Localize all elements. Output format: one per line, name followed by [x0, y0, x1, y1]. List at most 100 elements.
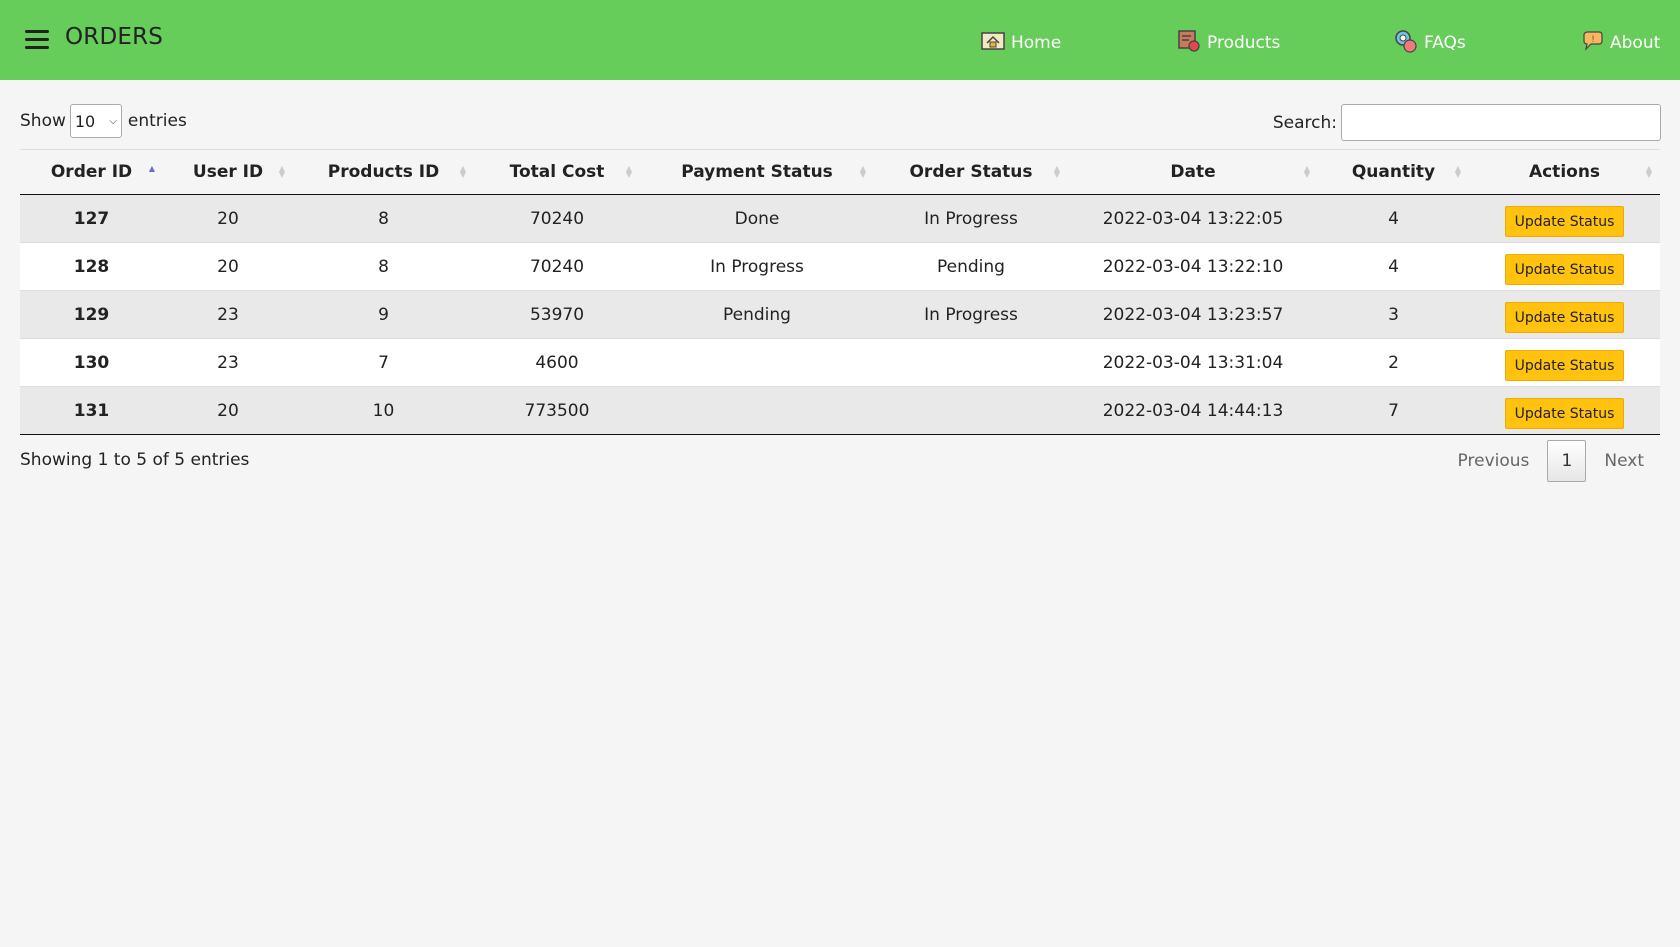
- cell-products-id: 9: [378, 304, 389, 325]
- search-label: Search:: [1272, 112, 1337, 133]
- svg-text:!: !: [1591, 35, 1595, 45]
- cell-actions: Update Status: [1469, 291, 1660, 338]
- nav-about[interactable]: ! About: [1582, 28, 1660, 58]
- cell-quantity: 4: [1388, 208, 1399, 229]
- table-row: 129 23 9 53970 Pending In Progress 2022-…: [20, 291, 1660, 339]
- column-header-total-cost[interactable]: Total Cost ▲ ▼: [509, 162, 632, 182]
- cell-order-status: In Progress: [924, 304, 1018, 325]
- cell-date: 2022-03-04 13:31:04: [1102, 352, 1284, 373]
- column-header-actions[interactable]: Actions ▲ ▼: [1528, 162, 1652, 182]
- update-status-button[interactable]: Update Status: [1504, 206, 1625, 237]
- sort-icon: ▲ ▼: [859, 164, 866, 179]
- cell-date: 2022-03-04 13:23:57: [1102, 304, 1284, 325]
- cell-payment-status: [640, 339, 874, 386]
- top-navbar: ORDERS Home Products: [0, 0, 1680, 80]
- sort-icon: ▲ ▼: [459, 164, 466, 179]
- nav-faqs[interactable]: FAQs: [1394, 28, 1466, 58]
- update-status-button[interactable]: Update Status: [1504, 350, 1625, 381]
- sort-icon: ▲ ▼: [1053, 164, 1060, 179]
- cell-order-status: [874, 387, 1068, 434]
- cell-total-cost: 70240: [529, 208, 585, 229]
- cell-date: 2022-03-04 13:22:10: [1102, 256, 1284, 277]
- cell-date: 2022-03-04 14:44:13: [1102, 400, 1284, 421]
- cell-user-id: 20: [217, 400, 239, 421]
- cell-products-id: 8: [378, 256, 389, 277]
- table-row: 128 20 8 70240 In Progress Pending 2022-…: [20, 243, 1660, 291]
- update-status-button[interactable]: Update Status: [1504, 398, 1625, 429]
- show-label: Show: [20, 111, 66, 131]
- cell-quantity: 4: [1388, 256, 1399, 277]
- column-header-date[interactable]: Date ▲ ▼: [1170, 162, 1310, 182]
- cell-order-status: In Progress: [924, 208, 1018, 229]
- cell-total-cost: 70240: [529, 256, 585, 277]
- sort-icon: ▲ ▼: [1645, 164, 1652, 179]
- cell-order-id: 130: [73, 352, 110, 373]
- table-row: 131 20 10 773500 2022-03-04 14:44:13 7 U…: [20, 387, 1660, 435]
- entries-select[interactable]: 10 ⌵: [69, 104, 122, 138]
- cell-user-id: 20: [217, 256, 239, 277]
- cell-total-cost: 4600: [535, 352, 579, 373]
- sort-icon: ▲ ▼: [1454, 164, 1461, 179]
- column-header-products-id[interactable]: Products ID ▲ ▼: [327, 162, 466, 182]
- sort-asc-icon: ▲▼: [148, 164, 155, 173]
- update-status-button[interactable]: Update Status: [1504, 302, 1625, 333]
- nav-home[interactable]: Home: [981, 28, 1061, 58]
- cell-order-id: 129: [73, 304, 110, 325]
- page-title: ORDERS: [65, 24, 164, 50]
- table-info: Showing 1 to 5 of 5 entries: [20, 450, 250, 470]
- cell-user-id: 20: [217, 208, 239, 229]
- column-header-user-id[interactable]: User ID ▲ ▼: [192, 162, 285, 182]
- entries-label: entries: [127, 111, 187, 131]
- cell-total-cost: 773500: [524, 400, 590, 421]
- cell-order-status: [874, 339, 1068, 386]
- cell-order-id: 127: [73, 208, 110, 229]
- nav-faqs-label: FAQs: [1424, 33, 1466, 53]
- cell-order-id: 128: [73, 256, 110, 277]
- column-header-payment-status[interactable]: Payment Status ▲ ▼: [681, 162, 866, 182]
- cell-actions: Update Status: [1469, 195, 1660, 242]
- cell-date: 2022-03-04 13:22:05: [1102, 208, 1284, 229]
- nav-products[interactable]: Products: [1177, 28, 1280, 58]
- sort-icon: ▲ ▼: [278, 164, 285, 179]
- sort-icon: ▲ ▼: [625, 164, 632, 179]
- column-header-order-status[interactable]: Order Status ▲ ▼: [909, 162, 1060, 182]
- nav-products-label: Products: [1207, 33, 1281, 53]
- page-button-1[interactable]: 1: [1547, 440, 1587, 482]
- table-header: Order ID ▲▼ User ID ▲▼ Products ID ▲▼ To…: [20, 149, 1660, 195]
- cell-quantity: 2: [1388, 352, 1399, 373]
- nav-about-label: About: [1610, 33, 1661, 53]
- menu-icon[interactable]: [25, 30, 49, 50]
- orders-table: Order ID ▲▼ User ID ▲▼ Products ID ▲▼ To…: [20, 149, 1660, 435]
- cell-order-status: Pending: [937, 256, 1005, 277]
- cell-products-id: 7: [378, 352, 389, 373]
- table-row: 130 23 7 4600 2022-03-04 13:31:04 2 Upda…: [20, 339, 1660, 387]
- next-button[interactable]: Next: [1604, 451, 1644, 471]
- cell-user-id: 23: [217, 352, 239, 373]
- previous-button[interactable]: Previous: [1457, 451, 1530, 471]
- column-header-quantity[interactable]: Quantity ▲ ▼: [1351, 162, 1461, 182]
- length-control: Show 10 ⌵ entries: [20, 104, 187, 138]
- entries-select-value: 10: [74, 111, 96, 131]
- products-icon: [1177, 29, 1201, 58]
- nav-home-label: Home: [1011, 33, 1062, 53]
- search-control: Search:: [1273, 104, 1661, 141]
- column-header-order-id[interactable]: Order ID ▲▼: [50, 162, 155, 182]
- cell-payment-status: Done: [734, 208, 780, 229]
- cell-products-id: 8: [378, 208, 389, 229]
- faqs-icon: [1394, 29, 1418, 58]
- cell-actions: Update Status: [1469, 387, 1660, 434]
- cell-products-id: 10: [372, 400, 395, 421]
- table-row: 127 20 8 70240 Done In Progress 2022-03-…: [20, 195, 1660, 243]
- cell-payment-status: Pending: [723, 304, 791, 325]
- pagination: Previous 1 Next: [1440, 440, 1662, 482]
- cell-quantity: 7: [1388, 400, 1399, 421]
- cell-payment-status: [640, 387, 874, 434]
- sort-icon: ▲ ▼: [1303, 164, 1310, 179]
- update-status-button[interactable]: Update Status: [1504, 254, 1625, 285]
- home-icon: [981, 31, 1005, 56]
- about-icon: !: [1582, 30, 1604, 56]
- search-input[interactable]: [1341, 104, 1661, 141]
- chevron-down-icon: ⌵: [109, 115, 117, 127]
- cell-user-id: 23: [217, 304, 239, 325]
- cell-quantity: 3: [1388, 304, 1399, 325]
